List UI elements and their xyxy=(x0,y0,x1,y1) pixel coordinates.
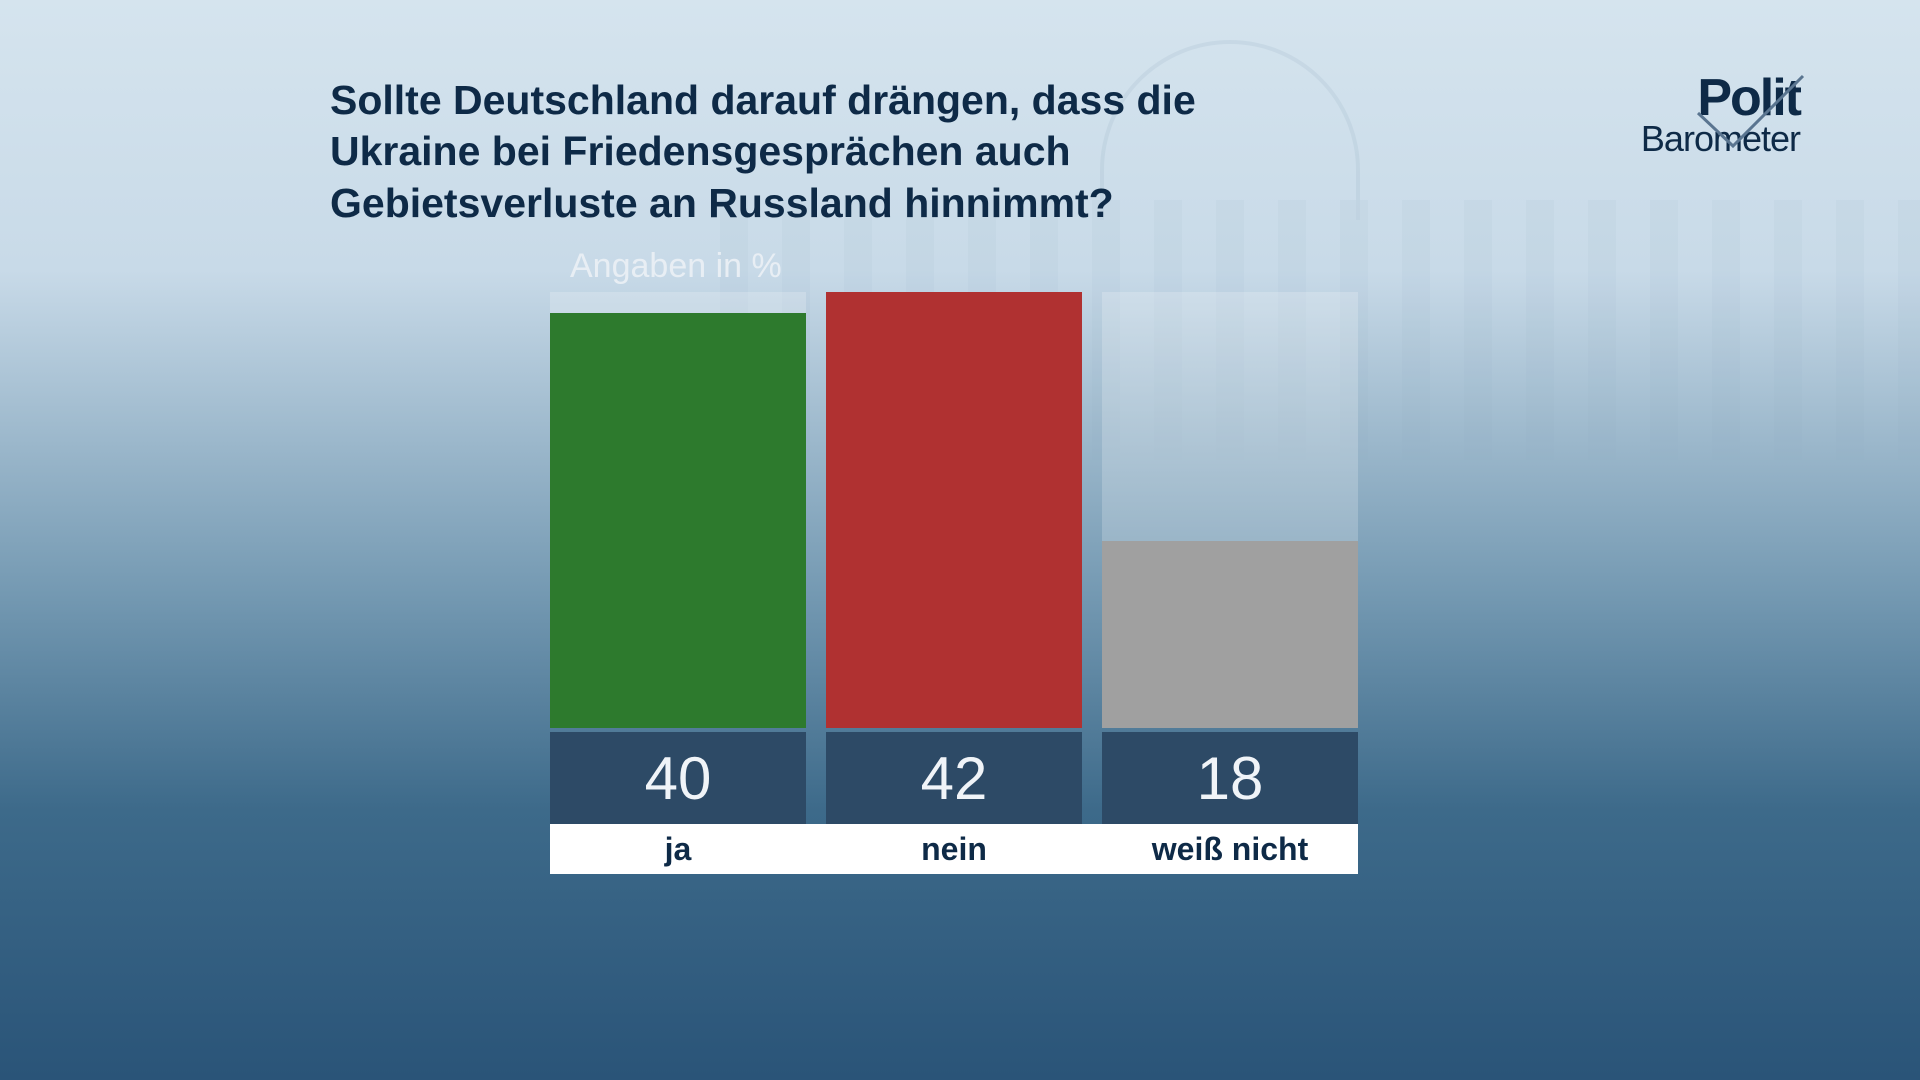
bar xyxy=(826,292,1082,728)
bar-value: 42 xyxy=(826,732,1082,824)
chart-column: 40 xyxy=(550,292,806,824)
bar-label: nein xyxy=(826,824,1082,874)
bar-label: weiß nicht xyxy=(1102,824,1358,874)
bar-slot xyxy=(826,292,1082,728)
bar xyxy=(550,313,806,728)
politbarometer-logo: Polit Barometer xyxy=(1641,68,1800,160)
chart-column: 18 xyxy=(1102,292,1358,824)
headline-question: Sollte Deutschland darauf drängen, dass … xyxy=(330,75,1290,229)
logo-line1: Polit xyxy=(1697,69,1800,127)
bar-label: ja xyxy=(550,824,806,874)
chart-column: 42 xyxy=(826,292,1082,824)
bar-slot xyxy=(550,292,806,728)
bar-value: 18 xyxy=(1102,732,1358,824)
bar-slot xyxy=(1102,292,1358,728)
bar-value: 40 xyxy=(550,732,806,824)
bar xyxy=(1102,541,1358,728)
chart-subtitle: Angaben in % xyxy=(570,247,782,286)
bar-chart: 404218 janein weiß nicht xyxy=(550,292,1358,874)
